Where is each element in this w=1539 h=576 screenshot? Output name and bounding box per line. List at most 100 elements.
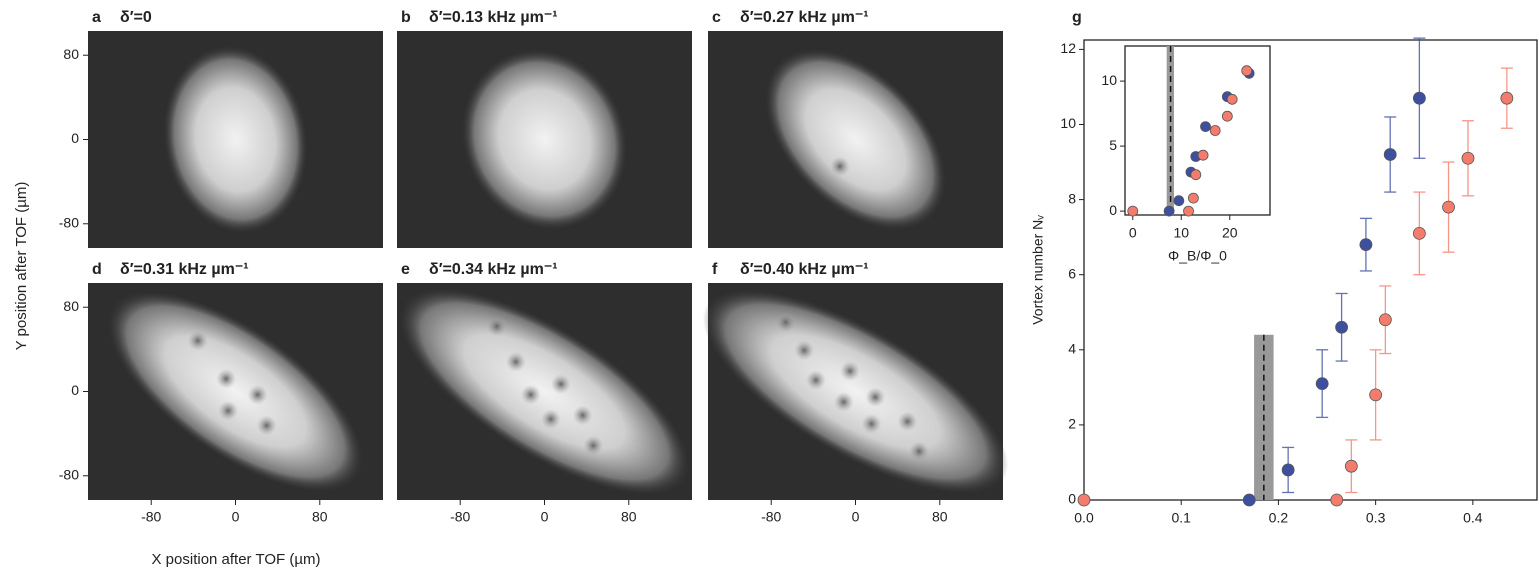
point	[1242, 493, 1256, 507]
x-tick-label: 0	[541, 509, 549, 525]
y-tick-label: 4	[1068, 340, 1076, 356]
panel-label: δ′=0	[120, 9, 152, 26]
vortex	[216, 368, 237, 389]
y-tick-label: -80	[59, 214, 79, 230]
cloud	[764, 48, 947, 231]
vortex	[794, 340, 815, 361]
x-tick-label: 80	[312, 509, 328, 525]
x-tick-label: 0.1	[1171, 510, 1191, 526]
vortex	[775, 312, 796, 333]
atom-cloud	[107, 291, 364, 492]
x-tick-label: -80	[450, 509, 470, 525]
panel-label: δ′=0.31 kHz µm⁻¹	[120, 261, 249, 278]
image-panel	[397, 283, 692, 500]
y-tick-label: 6	[1068, 265, 1076, 281]
panel-letter: a	[92, 9, 101, 26]
vortex	[187, 330, 208, 351]
x-tick-label: 10	[1173, 225, 1189, 241]
vortex	[861, 413, 882, 434]
point	[1187, 192, 1199, 204]
point	[1209, 125, 1221, 136]
vortex	[247, 384, 268, 405]
vortex	[505, 351, 526, 372]
cloud	[461, 49, 628, 230]
y-tick-label: 10	[1101, 72, 1117, 88]
vortex	[897, 411, 918, 432]
y-tick-label: 10	[1060, 115, 1076, 131]
x-tick-label: 0	[1129, 225, 1137, 241]
point	[1344, 459, 1358, 473]
point	[1335, 320, 1349, 334]
point	[1461, 151, 1475, 165]
y-tick-label: -80	[59, 466, 79, 482]
point	[1127, 205, 1139, 217]
panel-letter: d	[92, 261, 102, 278]
x-tick-label: 0.4	[1463, 510, 1483, 526]
y-tick-label: 80	[63, 46, 79, 62]
atom-cloud	[764, 48, 947, 231]
point	[1200, 121, 1211, 132]
point	[1378, 313, 1392, 327]
vortex	[572, 405, 593, 426]
vortex	[520, 384, 541, 405]
point	[1330, 493, 1344, 507]
y-tick-label: 12	[1060, 40, 1076, 56]
panel-letter: b	[401, 9, 411, 26]
y-tick-label: 0	[71, 382, 79, 398]
atom-cloud	[461, 49, 628, 230]
vortex	[540, 409, 561, 430]
vortex	[833, 391, 854, 412]
vortex	[865, 387, 886, 408]
cloud	[702, 289, 1009, 494]
panel-label: δ′=0.40 kHz µm⁻¹	[740, 261, 869, 278]
y-tick-label: 8	[1068, 190, 1076, 206]
y-tick-label: 5	[1109, 137, 1117, 153]
vortex	[840, 361, 861, 382]
y-tick-label: 0	[71, 130, 79, 146]
x-tick-label: 0	[852, 509, 860, 525]
point	[1163, 205, 1175, 217]
panel-letter: c	[712, 9, 721, 26]
x-tick-label: 80	[932, 509, 948, 525]
point	[1197, 149, 1209, 161]
cloud	[107, 291, 364, 492]
panel-letter: f	[712, 261, 718, 278]
point	[1190, 169, 1202, 181]
y-tick-label: 0	[1109, 202, 1117, 218]
x-tick-label: -80	[761, 509, 781, 525]
image-panel	[702, 283, 1009, 500]
atom-cloud	[702, 289, 1009, 494]
vortex	[218, 400, 239, 421]
image-panel	[88, 283, 383, 500]
x-tick-label: 0.3	[1366, 510, 1386, 526]
y-tick-label: 80	[63, 298, 79, 314]
image-panel	[397, 31, 692, 248]
point	[1315, 377, 1329, 390]
x-axis-label: X position after TOF (µm)	[152, 551, 321, 568]
y-axis-label: Y position after TOF (µm)	[13, 182, 30, 351]
point	[1442, 200, 1455, 214]
x-tick-label: 0	[232, 509, 240, 525]
image-panel	[88, 31, 383, 248]
y-tick-label: 2	[1068, 416, 1076, 432]
point	[1412, 226, 1426, 240]
panel-letter: g	[1072, 9, 1082, 26]
atom-cloud	[163, 45, 308, 234]
vortex	[583, 435, 604, 456]
x-tick-label: -80	[141, 509, 161, 525]
x-tick-label: 0.2	[1269, 510, 1289, 526]
point	[1281, 463, 1295, 477]
x-tick-label: 20	[1222, 225, 1238, 241]
point	[1383, 148, 1397, 161]
point	[1183, 205, 1194, 217]
panel-label: δ′=0.13 kHz µm⁻¹	[429, 9, 558, 26]
x-tick-label: 0.0	[1074, 510, 1094, 526]
point	[1226, 93, 1238, 105]
vortex	[805, 370, 826, 391]
vortex	[909, 441, 930, 462]
cloud	[163, 45, 308, 234]
point	[1369, 388, 1383, 402]
panel-label: δ′=0.34 kHz µm⁻¹	[429, 261, 558, 278]
point	[1412, 91, 1426, 105]
